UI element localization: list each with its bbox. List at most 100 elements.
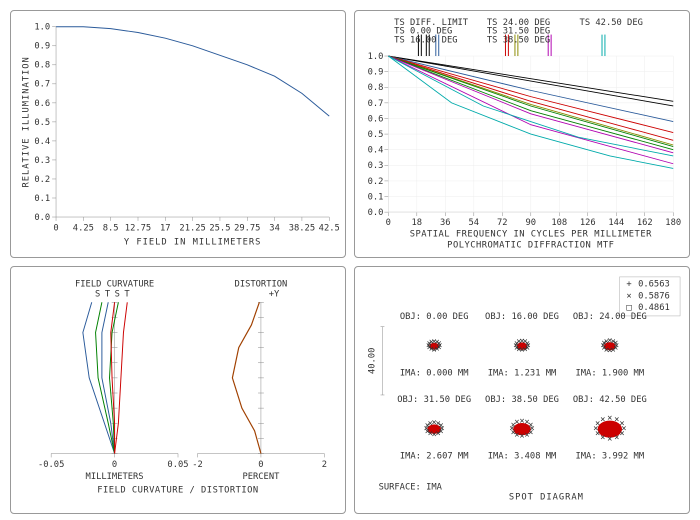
svg-text:0.4: 0.4 [34, 137, 50, 147]
illumination-chart: 0 4.25 8.5 12.75 17 21.25 25.5 29.75 34 38.25 42.5… [17, 17, 339, 251]
svg-text:2: 2 [322, 460, 327, 470]
svg-text:17: 17 [160, 224, 171, 234]
svg-text:0.3: 0.3 [368, 161, 384, 171]
svg-text:108: 108 [551, 218, 567, 228]
svg-text:IMA: 3.992 MM: IMA: 3.992 MM [576, 452, 645, 462]
svg-text:×: × [619, 429, 624, 439]
svg-text:0.3: 0.3 [34, 156, 50, 166]
illumination-panel: 0 4.25 8.5 12.75 17 21.25 25.5 29.75 34 38.25 42.5… [10, 10, 346, 258]
svg-text:OBJ: 16.00 DEG: OBJ: 16.00 DEG [485, 312, 559, 322]
svg-text:OBJ: 24.00 DEG: OBJ: 24.00 DEG [573, 312, 647, 322]
svg-text:90: 90 [526, 218, 537, 228]
svg-text:RELATIVE ILLUMINATION: RELATIVE ILLUMINATION [22, 56, 32, 187]
svg-text:×: × [519, 432, 524, 442]
svg-text:OBJ: 42.50 DEG: OBJ: 42.50 DEG [573, 395, 647, 405]
svg-text:29.75: 29.75 [234, 224, 260, 234]
svg-text:×: × [607, 435, 612, 445]
svg-text:0.8: 0.8 [368, 83, 384, 93]
svg-text:TS 16.00 DEG: TS 16.00 DEG [394, 35, 457, 45]
svg-text:FIELD CURVATURE: FIELD CURVATURE [75, 280, 154, 290]
svg-text:0.1: 0.1 [368, 192, 384, 202]
svg-text:TS 38.50 DEG: TS 38.50 DEG [487, 35, 550, 45]
svg-text:IMA: 3.408 MM: IMA: 3.408 MM [488, 452, 557, 462]
svg-text:0.2: 0.2 [368, 177, 384, 187]
svg-text:0.7: 0.7 [368, 99, 384, 109]
svg-text:×: × [525, 339, 530, 349]
svg-text:SURFACE: IMA: SURFACE: IMA [379, 483, 443, 493]
svg-text:0: 0 [112, 460, 117, 470]
svg-text:T: T [105, 290, 111, 300]
svg-text:0.6: 0.6 [368, 114, 384, 124]
svg-text:×: × [613, 339, 618, 349]
svg-text:OBJ: 0.00 DEG: OBJ: 0.00 DEG [400, 312, 469, 322]
svg-text:12.75: 12.75 [125, 224, 151, 234]
mtf-chart: 018365472901081261441621800.00.10.20.30.… [361, 17, 683, 251]
svg-text:+: + [626, 280, 631, 290]
svg-text:1.0: 1.0 [368, 52, 384, 62]
svg-text:0.1: 0.1 [34, 194, 50, 204]
svg-text:0.6: 0.6 [34, 99, 50, 109]
svg-text:0.7: 0.7 [34, 80, 50, 90]
svg-text:21.25: 21.25 [179, 224, 205, 234]
svg-text:PERCENT: PERCENT [242, 472, 280, 482]
svg-text:4.25: 4.25 [73, 224, 94, 234]
mtf-panel: 018365472901081261441621800.00.10.20.30.… [354, 10, 690, 258]
svg-text:0.5: 0.5 [34, 118, 50, 128]
svg-text:×: × [436, 339, 441, 349]
svg-text:25.5: 25.5 [209, 224, 230, 234]
svg-text:OBJ: 31.50 DEG: OBJ: 31.50 DEG [397, 395, 471, 405]
svg-text:IMA: 0.000 MM: IMA: 0.000 MM [400, 369, 469, 379]
svg-text:0.4: 0.4 [368, 146, 384, 156]
svg-text:FIELD CURVATURE / DISTORTION: FIELD CURVATURE / DISTORTION [97, 486, 258, 496]
svg-text:-2: -2 [192, 460, 203, 470]
fcd-panel: FIELD CURVATUREDISTORTIONSTST+Y-0.0500.0… [10, 266, 346, 514]
svg-text:×: × [607, 414, 612, 424]
svg-text:MILLIMETERS: MILLIMETERS [86, 472, 144, 482]
svg-text:42.5: 42.5 [319, 224, 339, 234]
svg-text:×: × [528, 421, 533, 431]
svg-text:1.0: 1.0 [34, 23, 50, 33]
svg-text:36: 36 [440, 218, 451, 228]
svg-text:IMA: 1.231 MM: IMA: 1.231 MM [488, 369, 557, 379]
svg-text:18: 18 [412, 218, 423, 228]
svg-text:SPOT DIAGRAM: SPOT DIAGRAM [509, 493, 584, 503]
svg-text:162: 162 [637, 218, 653, 228]
svg-text:0.5876: 0.5876 [638, 292, 670, 302]
svg-text:180: 180 [665, 218, 681, 228]
svg-text:×: × [626, 292, 631, 302]
svg-text:T: T [124, 290, 130, 300]
svg-text:×: × [438, 421, 443, 431]
svg-text:TS 42.50 DEG: TS 42.50 DEG [580, 18, 643, 28]
svg-text:0: 0 [386, 218, 391, 228]
svg-text:IMA: 2.607 MM: IMA: 2.607 MM [400, 452, 469, 462]
svg-text:×: × [619, 419, 624, 429]
svg-text:126: 126 [580, 218, 596, 228]
svg-text:34: 34 [269, 224, 280, 234]
svg-text:0.5: 0.5 [368, 130, 384, 140]
svg-text:IMA: 1.900 MM: IMA: 1.900 MM [576, 369, 645, 379]
svg-text:54: 54 [469, 218, 480, 228]
svg-text:-0.05: -0.05 [38, 460, 64, 470]
svg-text:OBJ: 38.50 DEG: OBJ: 38.50 DEG [485, 395, 559, 405]
svg-text:8.5: 8.5 [103, 224, 119, 234]
svg-text:SPATIAL FREQUENCY IN CYCLES PE: SPATIAL FREQUENCY IN CYCLES PER MILLIMET… [410, 230, 652, 240]
svg-text:0.2: 0.2 [34, 175, 50, 185]
svg-text:38.25: 38.25 [289, 224, 315, 234]
svg-text:×: × [614, 433, 619, 443]
svg-text:0.05: 0.05 [167, 460, 188, 470]
svg-text:0.8: 0.8 [34, 61, 50, 71]
svg-text:×: × [600, 415, 605, 425]
svg-text:POLYCHROMATIC DIFFRACTION MTF: POLYCHROMATIC DIFFRACTION MTF [447, 240, 614, 250]
svg-text:×: × [524, 431, 529, 441]
svg-text:0: 0 [258, 460, 263, 470]
svg-text:0.9: 0.9 [34, 42, 50, 52]
svg-text:0.9: 0.9 [368, 68, 384, 78]
svg-text:0: 0 [53, 224, 58, 234]
svg-text:72: 72 [497, 218, 508, 228]
svg-text:DISTORTION: DISTORTION [235, 280, 288, 290]
svg-text:0.6563: 0.6563 [638, 280, 670, 290]
svg-text:40.00: 40.00 [368, 348, 378, 374]
svg-text:S: S [95, 290, 100, 300]
svg-text:0.0: 0.0 [368, 208, 384, 218]
spot-chart: +0.6563×0.5876□0.486140.00OBJ: 0.00 DEG×… [361, 273, 683, 507]
